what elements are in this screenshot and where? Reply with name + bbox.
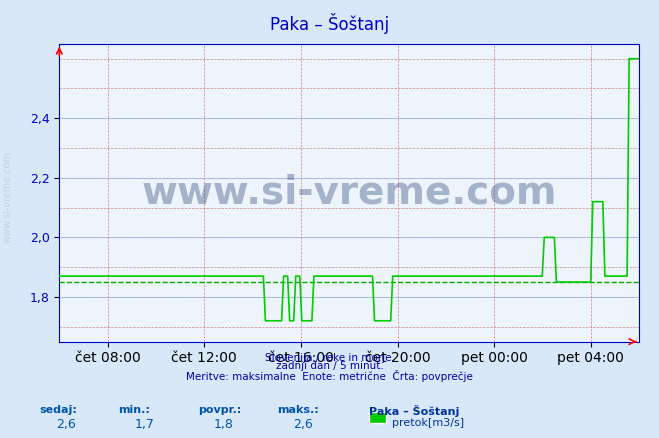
Text: Paka – Šoštanj: Paka – Šoštanj — [270, 13, 389, 34]
Text: 2,6: 2,6 — [56, 418, 76, 431]
Text: pretok[m3/s]: pretok[m3/s] — [392, 418, 464, 428]
Text: Slovenija / reke in morje.: Slovenija / reke in morje. — [264, 353, 395, 363]
Text: maks.:: maks.: — [277, 405, 318, 415]
Text: zadnji dan / 5 minut.: zadnji dan / 5 minut. — [275, 361, 384, 371]
Text: min.:: min.: — [119, 405, 150, 415]
Text: Meritve: maksimalne  Enote: metrične  Črta: povprečje: Meritve: maksimalne Enote: metrične Črta… — [186, 370, 473, 382]
Text: povpr.:: povpr.: — [198, 405, 241, 415]
Text: www.si-vreme.com: www.si-vreme.com — [142, 174, 557, 212]
Text: www.si-vreme.com: www.si-vreme.com — [3, 151, 13, 243]
Text: Paka – Šoštanj: Paka – Šoštanj — [369, 405, 459, 417]
Text: 1,8: 1,8 — [214, 418, 234, 431]
Text: sedaj:: sedaj: — [40, 405, 77, 415]
Text: 2,6: 2,6 — [293, 418, 313, 431]
Text: 1,7: 1,7 — [135, 418, 155, 431]
